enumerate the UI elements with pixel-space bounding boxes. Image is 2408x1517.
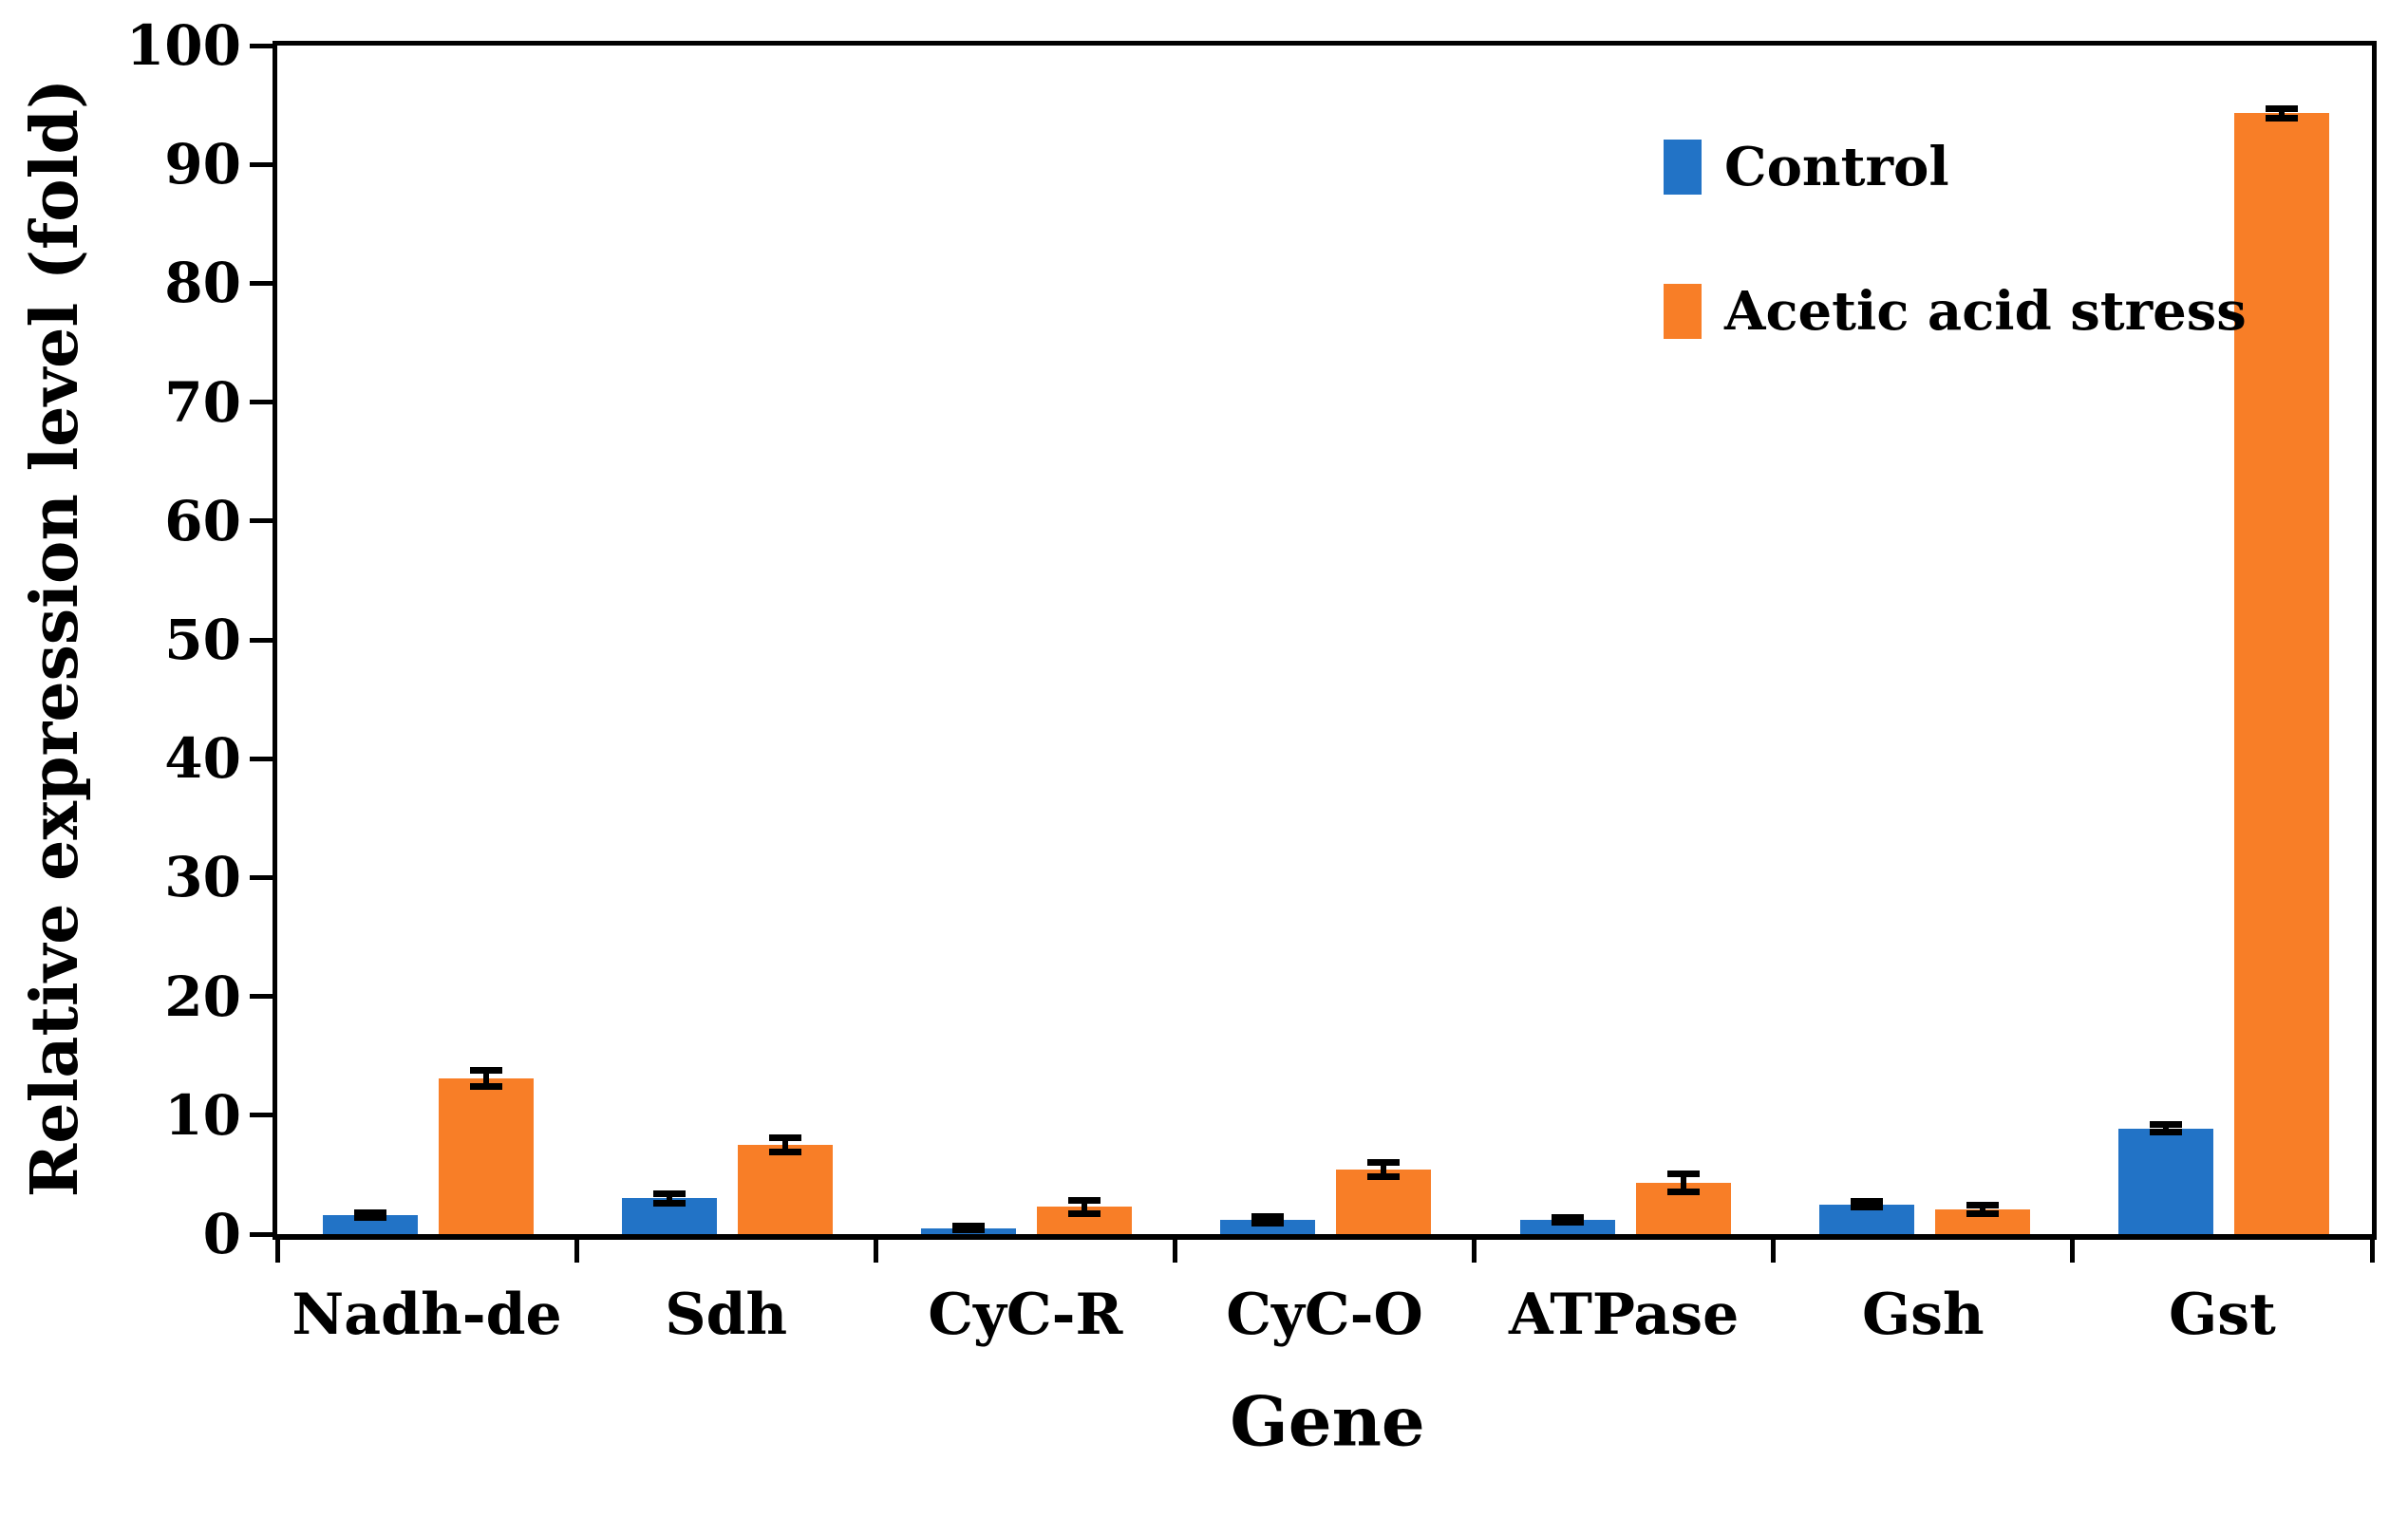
y-tick-mark [250, 400, 273, 405]
x-tick-mark [1771, 1240, 1777, 1263]
x-category-label-gsh: Gsh [1861, 1282, 1985, 1348]
bar-acetic-acid-stress-sdh [738, 1145, 834, 1234]
error-bar-cap [1850, 1198, 1883, 1206]
error-bar-cap [1251, 1212, 1285, 1220]
error-bar-cap [1666, 1189, 1700, 1196]
y-tick-mark [250, 518, 273, 524]
error-bar-line [1265, 1216, 1271, 1224]
x-tick-mark [274, 1240, 280, 1263]
bar-acetic-acid-stress-gst [2233, 113, 2329, 1234]
plot-border-top [273, 41, 2377, 46]
x-category-label-cyc-r: CyC-R [928, 1282, 1123, 1348]
y-tick-mark [250, 161, 273, 167]
error-bar-cap [952, 1223, 986, 1230]
x-axis-title: Gene [1230, 1380, 1425, 1462]
x-axis-line [273, 1234, 2377, 1240]
y-axis-line [273, 41, 277, 1240]
error-bar-cap [1966, 1209, 1999, 1217]
error-bar-cap [2265, 104, 2298, 112]
y-tick-label: 40 [164, 726, 241, 792]
y-tick-label: 10 [164, 1082, 241, 1148]
error-bar-cap [1068, 1209, 1101, 1217]
y-tick-label: 80 [164, 251, 241, 316]
bar-acetic-acid-stress-nadh-de [438, 1078, 534, 1234]
x-category-label-sdh: Sdh [665, 1282, 788, 1348]
y-tick-mark [250, 637, 273, 643]
x-tick-mark [2070, 1240, 2076, 1263]
error-bar-line [1680, 1173, 1686, 1192]
y-tick-mark [250, 756, 273, 761]
error-bar-cap [469, 1066, 502, 1074]
y-tick-label: 0 [202, 1202, 241, 1266]
plot-area: 0 10 20 30 40 50 60 70 80 90 100 Nadh-de Sdh CyC-R CyC… [126, 16, 2377, 1346]
error-bar-cap [653, 1189, 687, 1197]
error-bar-line [2162, 1124, 2169, 1133]
bar-control-nadh-de [323, 1214, 418, 1234]
x-tick-mark [2369, 1240, 2375, 1263]
y-tick-mark [250, 280, 273, 286]
y-tick-label: 50 [164, 608, 241, 672]
error-bar-cap [769, 1134, 802, 1142]
error-bar-cap [1551, 1218, 1584, 1226]
error-bar-cap [354, 1208, 386, 1216]
x-category-label-atpase: ATPase [1509, 1282, 1740, 1348]
x-tick-mark [574, 1240, 579, 1263]
error-bar-line [782, 1137, 789, 1152]
error-bar-cap [469, 1083, 502, 1091]
y-tick-label: 90 [164, 132, 241, 197]
y-tick-mark [250, 1113, 273, 1118]
bar-control-atpase [1519, 1219, 1615, 1234]
error-bar-line [1979, 1205, 1985, 1214]
x-category-label-cyc-o: CyC-O [1226, 1282, 1423, 1348]
error-bar-cap [354, 1213, 386, 1221]
y-tick-label: 70 [164, 369, 241, 435]
error-bar-cap [2265, 114, 2298, 122]
error-bar-line [667, 1193, 673, 1204]
error-bar-line [1381, 1162, 1387, 1177]
y-tick-label: 60 [164, 488, 241, 553]
error-bar-cap [1251, 1220, 1285, 1227]
y-tick-label: 100 [125, 13, 241, 78]
error-bar-cap [1666, 1171, 1700, 1178]
legend-swatch-control [1664, 140, 1702, 195]
error-bar-cap [769, 1149, 802, 1156]
error-bar-cap [2149, 1128, 2182, 1135]
x-category-label-gst: Gst [2169, 1282, 2276, 1348]
y-tick-mark [250, 43, 273, 48]
y-tick-label: 30 [164, 845, 241, 910]
y-tick-mark [250, 1231, 273, 1237]
error-bar-cap [1551, 1213, 1584, 1221]
legend-label-control: Control [1724, 136, 1949, 198]
error-bar-cap [1966, 1201, 1999, 1208]
error-bar-line [2278, 108, 2285, 119]
x-tick-mark [1472, 1240, 1477, 1263]
x-category-label-nadh-de: Nadh-de [292, 1282, 562, 1348]
error-bar-cap [1367, 1159, 1401, 1167]
error-bar-cap [653, 1199, 687, 1207]
legend-swatch-acetic-acid-stress [1664, 284, 1702, 339]
x-tick-mark [873, 1240, 878, 1263]
bar-control-cyc-o [1220, 1219, 1316, 1234]
error-bar-cap [952, 1227, 986, 1234]
legend-item-acetic-acid-stress: Acetic acid stress [1664, 283, 2247, 340]
legend-label-acetic-acid-stress: Acetic acid stress [1724, 280, 2247, 343]
y-tick-label: 20 [164, 964, 241, 1029]
error-bar-line [482, 1070, 489, 1087]
error-bar-line [1082, 1200, 1088, 1214]
error-bar-cap [1850, 1204, 1883, 1211]
plot-border-right [2372, 41, 2377, 1240]
error-bar-cap [1068, 1196, 1101, 1204]
x-tick-mark [1172, 1240, 1177, 1263]
legend-item-control: Control [1664, 139, 2247, 196]
y-tick-mark [250, 994, 273, 1000]
error-bar-cap [2149, 1121, 2182, 1129]
bar-control-gst [2117, 1128, 2213, 1234]
bar-acetic-acid-stress-cyc-o [1336, 1170, 1432, 1234]
error-bar-cap [1367, 1173, 1401, 1181]
legend: Control Acetic acid stress [1664, 139, 2247, 427]
y-tick-mark [250, 874, 273, 880]
